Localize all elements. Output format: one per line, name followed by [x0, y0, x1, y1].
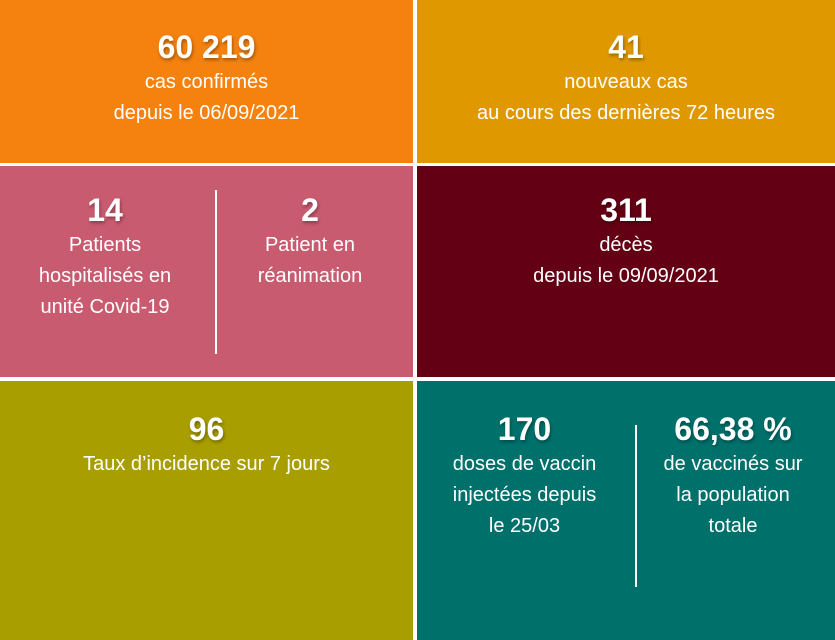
- confirmed-cases-tile: 60 219 cas confirmés depuis le 06/09/202…: [0, 0, 413, 163]
- incidence-value: 96: [188, 411, 225, 447]
- confirmed-cases-value: 60 219: [157, 29, 256, 65]
- doses-label-2: injectées depuis: [452, 484, 597, 506]
- vaccinated-label-3: totale: [708, 515, 758, 537]
- vaccinated-value: 66,38 %: [674, 411, 792, 447]
- divider: [215, 190, 217, 354]
- divider: [635, 425, 637, 587]
- incidence-label: Taux d’incidence sur 7 jours: [83, 453, 330, 475]
- hospitalized-label-1: Patients: [68, 234, 142, 256]
- icu-value: 2: [301, 192, 319, 228]
- hospitalized-block: 14 Patients hospitalisés en unité Covid-…: [0, 190, 210, 323]
- icu-label-1: Patient en: [264, 234, 356, 256]
- doses-label-1: doses de vaccin: [452, 453, 597, 475]
- doses-block: 170 doses de vaccin injectées depuis le …: [417, 409, 632, 542]
- new-cases-tile: 41 nouveaux cas au cours des dernières 7…: [417, 0, 835, 163]
- icu-block: 2 Patient en réanimation: [210, 190, 410, 292]
- doses-value: 170: [497, 411, 552, 447]
- confirmed-cases-date: depuis le 06/09/2021: [113, 102, 300, 124]
- incidence-tile: 96 Taux d’incidence sur 7 jours: [0, 381, 413, 640]
- deaths-label: décès: [599, 234, 653, 256]
- new-cases-period: au cours des dernières 72 heures: [477, 102, 775, 124]
- hospitalized-label-3: unité Covid-19: [40, 296, 170, 318]
- deaths-tile: 311 décès depuis le 09/09/2021: [417, 166, 835, 377]
- vaccination-tile: 170 doses de vaccin injectées depuis le …: [417, 381, 835, 640]
- vaccinated-label-2: la population: [676, 484, 790, 506]
- hospitalized-value: 14: [87, 192, 123, 228]
- new-cases-value: 41: [608, 29, 644, 65]
- new-cases-label: nouveaux cas: [564, 71, 688, 93]
- icu-label-2: réanimation: [257, 265, 363, 287]
- hospital-tile: 14 Patients hospitalisés en unité Covid-…: [0, 166, 413, 377]
- doses-label-3: le 25/03: [488, 515, 561, 537]
- deaths-date: depuis le 09/09/2021: [533, 265, 719, 287]
- deaths-value: 311: [600, 192, 652, 228]
- hospitalized-label-2: hospitalisés en: [38, 265, 172, 287]
- vaccinated-block: 66,38 % de vaccinés sur la population to…: [637, 409, 829, 542]
- confirmed-cases-label: cas confirmés: [144, 71, 269, 93]
- vaccinated-label-1: de vaccinés sur: [663, 453, 803, 475]
